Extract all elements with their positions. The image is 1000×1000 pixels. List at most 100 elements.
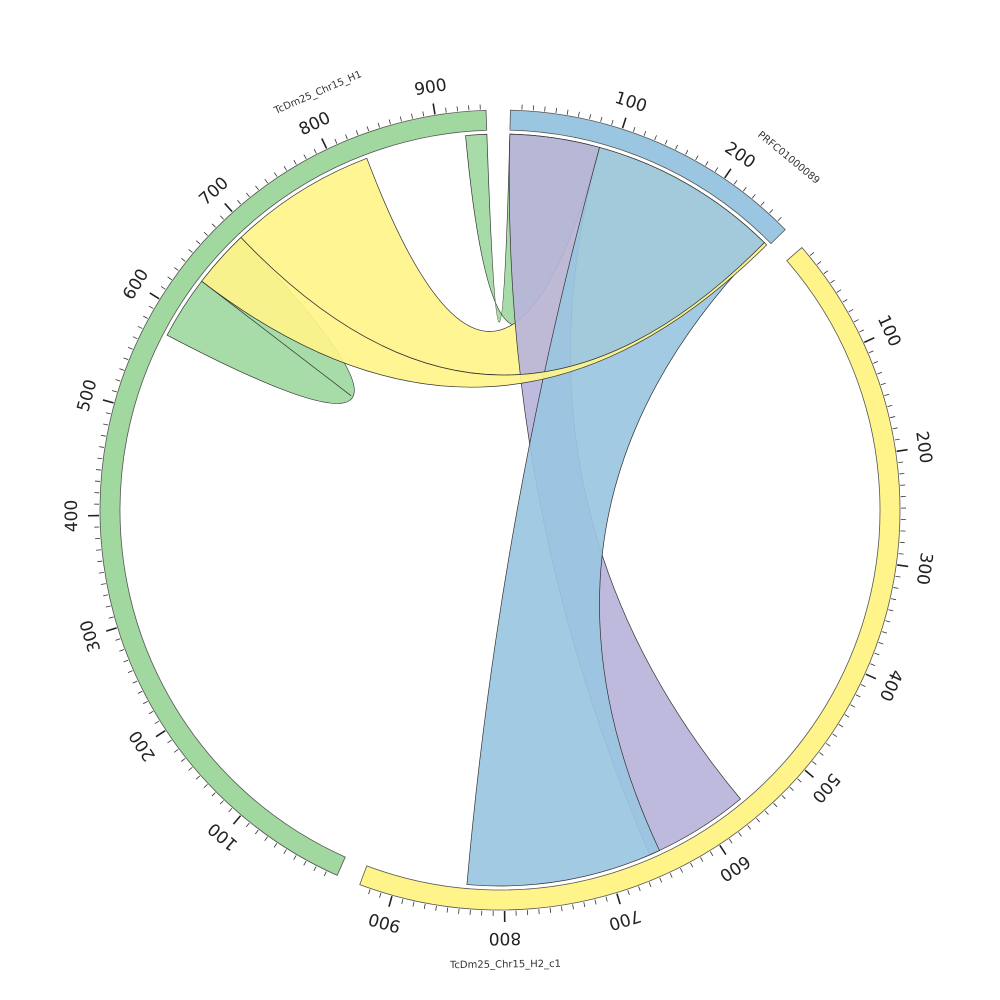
minor-tick-h2c1-450	[838, 724, 844, 728]
minor-tick-h2c1-40	[830, 279, 835, 284]
minor-tick-h2c1-660	[659, 877, 663, 883]
minor-tick-h1-190	[167, 739, 172, 744]
minor-tick-h1-30	[303, 860, 307, 866]
minor-tick-h2c1-630	[690, 862, 694, 868]
minor-tick-h1-290	[115, 638, 121, 641]
tick-label-h1-600: 600	[119, 265, 153, 303]
minor-tick-h2c1-460	[832, 733, 838, 738]
minor-tick-h2c1-340	[888, 609, 894, 612]
minor-tick-prfc-240	[760, 201, 765, 206]
minor-tick-h1-740	[264, 178, 269, 184]
minor-tick-prfc-80	[600, 116, 603, 122]
minor-tick-h1-640	[181, 258, 186, 262]
minor-tick-h1-760	[283, 166, 287, 171]
minor-tick-h2c1-510	[797, 778, 802, 783]
minor-tick-h1-170	[181, 758, 186, 762]
ticks-layer	[88, 103, 909, 922]
minor-tick-h2c1-150	[884, 393, 890, 397]
minor-tick-h1-540	[123, 357, 129, 361]
minor-tick-h1-280	[119, 649, 125, 652]
minor-tick-prfc-210	[733, 180, 738, 185]
minor-tick-h1-90	[245, 822, 250, 828]
minor-tick-h1-660	[195, 240, 201, 245]
minor-tick-h1-240	[137, 690, 143, 694]
minor-tick-h2c1-320	[893, 587, 899, 589]
segments-layer	[99, 109, 901, 911]
major-tick-h1-900	[432, 103, 436, 115]
minor-tick-h1-510	[111, 390, 117, 393]
major-tick-h1-500	[102, 399, 114, 404]
minor-tick-h2c1-550	[764, 810, 769, 815]
minor-tick-h2c1-880	[412, 901, 415, 907]
minor-tick-h2c1-760	[549, 907, 552, 913]
minor-tick-h1-220	[148, 710, 154, 715]
major-tick-h1-200	[155, 730, 166, 738]
segment-arc-prfc	[509, 109, 786, 245]
minor-tick-h1-10	[323, 871, 327, 877]
minor-tick-prfc-50	[566, 109, 569, 115]
minor-tick-h1-180	[174, 749, 179, 753]
minor-tick-h2c1-650	[669, 872, 673, 878]
minor-tick-h1-650	[188, 249, 193, 253]
tick-label-h1-300: 300	[77, 617, 106, 654]
minor-tick-h1-750	[273, 172, 278, 177]
minor-tick-h1-110	[228, 807, 233, 813]
tick-label-prfc-100: 100	[612, 88, 649, 117]
minor-tick-h2c1-430	[850, 704, 856, 708]
minor-tick-h2c1-410	[860, 684, 866, 688]
minor-tick-h2c1-120	[873, 361, 879, 364]
ribbons-layer	[166, 133, 768, 887]
minor-tick-h2c1-540	[773, 802, 778, 808]
minor-tick-h1-530	[119, 368, 125, 371]
minor-tick-h1-470	[100, 434, 106, 437]
minor-tick-h1-320	[105, 605, 111, 608]
minor-tick-h2c1-80	[853, 319, 859, 323]
minor-tick-h1-580	[143, 315, 148, 319]
minor-tick-h2c1-390	[870, 663, 876, 666]
minor-tick-h2c1-180	[892, 427, 898, 430]
major-tick-prfc-100	[621, 117, 627, 129]
minor-tick-h2c1-30	[823, 270, 829, 274]
minor-tick-h2c1-190	[894, 438, 900, 441]
minor-tick-h2c1-290	[898, 553, 904, 555]
major-tick-h2c1-200	[896, 448, 908, 453]
minor-tick-h2c1-20	[816, 261, 822, 265]
minor-tick-h2c1-690	[627, 889, 630, 895]
minor-tick-prfc-120	[643, 130, 647, 136]
minor-tick-h2c1-10	[809, 252, 815, 256]
minor-tick-h2c1-70	[848, 309, 854, 313]
minor-tick-h2c1-170	[890, 416, 896, 419]
minor-tick-h1-670	[203, 231, 208, 236]
minor-tick-prfc-160	[685, 149, 689, 155]
tick-label-h1-800: 800	[296, 108, 334, 140]
minor-tick-h1-830	[355, 130, 359, 136]
minor-tick-h1-270	[123, 659, 129, 663]
minor-tick-h1-870	[399, 116, 402, 122]
minor-tick-h2c1-710	[605, 896, 608, 902]
minor-tick-h1-60	[273, 842, 278, 848]
minor-tick-h1-920	[456, 106, 458, 112]
minor-tick-h2c1-60	[842, 299, 848, 303]
minor-tick-h1-450	[97, 457, 103, 460]
major-tick-h2c1-900	[388, 895, 393, 907]
minor-tick-prfc-110	[632, 126, 636, 132]
sequence-label-h1: TcDm25_Chr15_H1	[272, 69, 364, 117]
minor-tick-h1-850	[377, 122, 380, 128]
minor-tick-h2c1-610	[709, 851, 714, 856]
tick-label-h2c1-500: 500	[808, 769, 844, 807]
minor-tick-h1-150	[195, 775, 201, 780]
minor-tick-h1-790	[313, 148, 317, 154]
tick-label-h1-700: 700	[195, 173, 233, 210]
major-tick-h1-100	[232, 815, 242, 825]
tick-label-h2c1-700: 700	[606, 905, 643, 934]
minor-tick-h1-480	[103, 423, 109, 426]
minor-tick-h2c1-910	[379, 892, 382, 898]
minor-tick-h1-690	[219, 215, 225, 220]
minor-tick-h2c1-90	[859, 329, 865, 333]
minor-tick-h1-80	[255, 829, 259, 835]
minor-tick-h2c1-380	[874, 652, 880, 656]
major-tick-h2c1-100	[863, 337, 875, 344]
major-tick-h2c1-400	[865, 673, 877, 680]
tick-label-h1-100: 100	[204, 818, 242, 854]
